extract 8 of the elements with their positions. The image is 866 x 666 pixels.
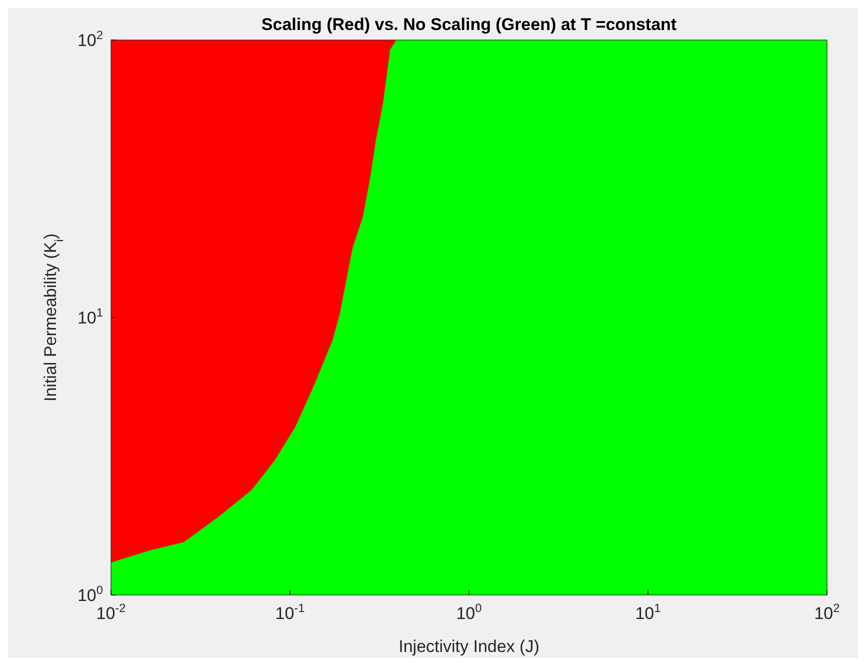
y-tick-label: 10$^{2}$ bbox=[77, 28, 104, 50]
x-tick-label: 10$^{2}$ bbox=[814, 601, 840, 623]
x-tick-label: 10$^{-1}$ bbox=[275, 601, 306, 623]
y-tick-label: 10$^{1}$ bbox=[77, 306, 104, 328]
chart-title: Scaling (Red) vs. No Scaling (Green) at T =constant bbox=[261, 15, 677, 34]
x-tick-label: 10$^{1}$ bbox=[635, 601, 662, 623]
x-axis-title: Injectivity Index (J) bbox=[398, 637, 540, 656]
x-tick-label: 10$^{0}$ bbox=[456, 601, 482, 623]
